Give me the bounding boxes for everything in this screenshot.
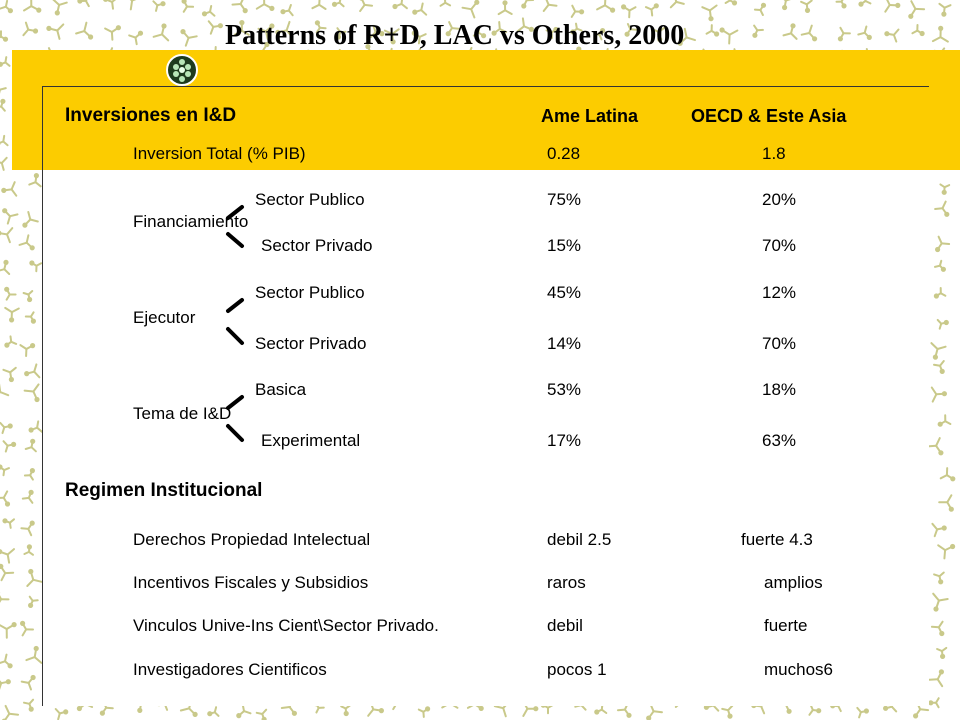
- financiamiento-privado-oecd: 70%: [762, 236, 797, 255]
- regimen-row-label: Derechos Propiedad Intelectual: [133, 530, 371, 549]
- ejecutor-publico-label: Sector Publico: [255, 283, 365, 302]
- ejecutor-publico-oecd: 12%: [762, 283, 797, 302]
- ejecutor-privado-label: Sector Privado: [255, 334, 367, 353]
- regimen-row-oecd: fuerte 4.3: [741, 530, 813, 549]
- content-panel: Inversiones en I&D Ame Latina OECD & Est…: [42, 86, 929, 706]
- regimen-row-latina: debil: [547, 616, 583, 635]
- financiamiento-privado-label: Sector Privado: [261, 236, 373, 255]
- regimen-row-latina: debil 2.5: [547, 530, 612, 549]
- column-header-ame-latina: Ame Latina: [541, 106, 639, 126]
- panel-top-rule: [43, 86, 929, 87]
- ejecutor-publico-latina: 45%: [547, 283, 582, 302]
- tema-experimental-oecd: 63%: [762, 431, 797, 450]
- ejecutor-brace-icon: [226, 298, 244, 345]
- tema-basica-oecd: 18%: [762, 380, 797, 399]
- total-value-oecd: 1.8: [762, 144, 786, 163]
- financiamiento-brace-icon: [226, 205, 244, 248]
- total-label: Inversion Total (% PIB): [133, 144, 306, 163]
- financiamiento-label: Financiamiento: [133, 212, 249, 231]
- regimen-row-label: Incentivos Fiscales y Subsidios: [133, 573, 369, 592]
- column-header-oecd: OECD & Este Asia: [691, 106, 847, 126]
- regimen-row-latina: raros: [547, 573, 586, 592]
- section-heading-inversiones: Inversiones en I&D: [65, 105, 237, 126]
- slide-title: Patterns of R+D, LAC vs Others, 2000: [225, 20, 685, 51]
- tema-experimental-latina: 17%: [547, 431, 582, 450]
- regimen-row-label: Investigadores Cientificos: [133, 660, 327, 679]
- regimen-row-oecd: amplios: [764, 573, 823, 592]
- regimen-row-latina: pocos 1: [547, 660, 607, 679]
- section-heading-regimen: Regimen Institucional: [65, 480, 263, 501]
- regimen-row-oecd: muchos6: [764, 660, 833, 679]
- panel-header-band: [43, 86, 929, 170]
- tema-experimental-label: Experimental: [261, 431, 361, 450]
- financiamiento-publico-label: Sector Publico: [255, 190, 365, 209]
- financiamiento-privado-latina: 15%: [547, 236, 582, 255]
- regimen-row-oecd: fuerte: [764, 616, 808, 635]
- ejecutor-privado-oecd: 70%: [762, 334, 797, 353]
- ejecutor-privado-latina: 14%: [547, 334, 582, 353]
- title-bullet-icon: [166, 54, 198, 86]
- tema-brace-icon: [226, 395, 244, 442]
- tema-basica-latina: 53%: [547, 380, 582, 399]
- financiamiento-publico-latina: 75%: [547, 190, 582, 209]
- tema-basica-label: Basica: [255, 380, 307, 399]
- ejecutor-label: Ejecutor: [133, 308, 196, 327]
- regimen-row-label: Vinculos Unive-Ins Cient\Sector Privado.: [133, 616, 439, 635]
- total-value-latina: 0.28: [547, 144, 581, 163]
- tema-label: Tema de I&D: [133, 404, 232, 423]
- financiamiento-publico-oecd: 20%: [762, 190, 797, 209]
